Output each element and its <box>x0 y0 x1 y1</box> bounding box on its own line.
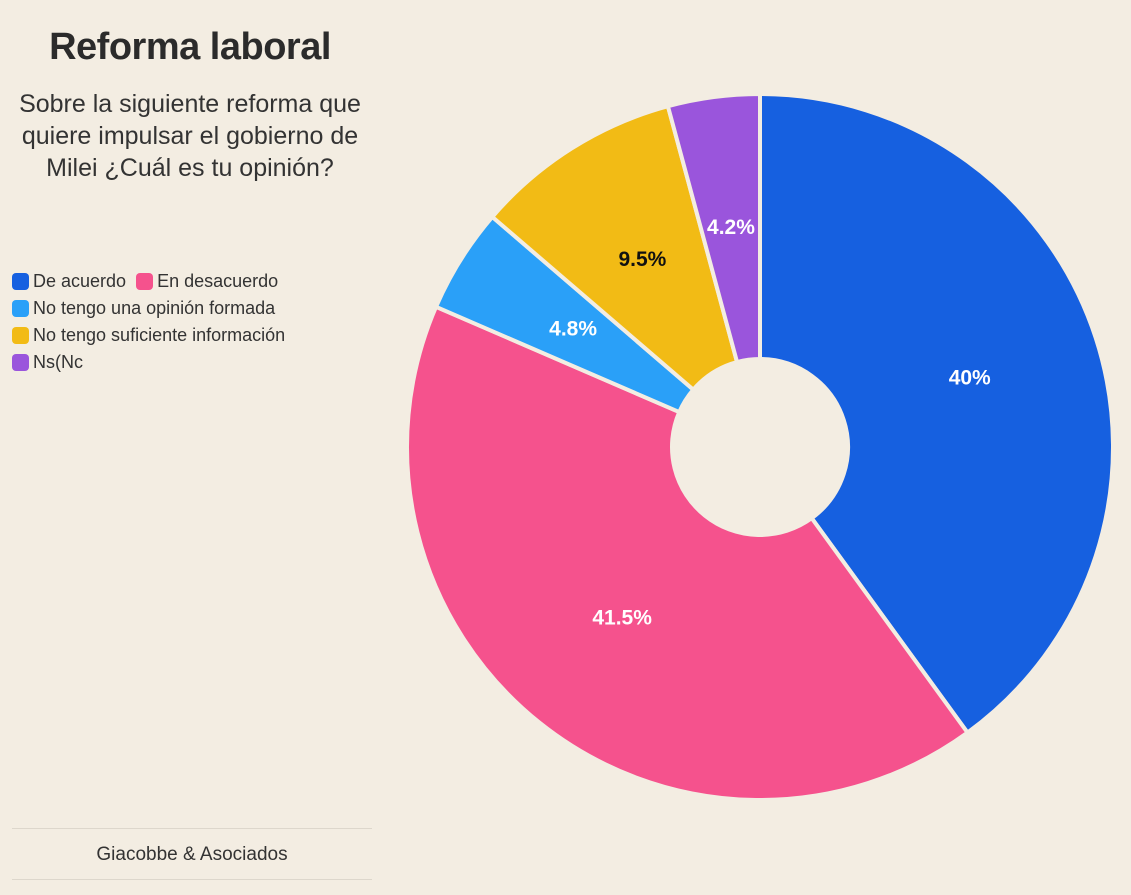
data-label: 40% <box>949 366 991 389</box>
legend-swatch <box>12 327 29 344</box>
legend-swatch <box>12 300 29 317</box>
slice <box>489 103 740 393</box>
legend-label: Ns(Nc <box>33 352 83 372</box>
slice <box>405 304 971 802</box>
data-label: 41.5% <box>592 607 652 630</box>
legend: De acuerdo En desacuerdo No tengo una opin… <box>12 270 362 374</box>
slice <box>758 91 1115 736</box>
legend-label: De acuerdo <box>33 271 127 291</box>
data-label: 9.5% <box>618 248 666 271</box>
legend-label: No tengo una opinión formada <box>33 298 276 318</box>
data-label: 4.8% <box>549 318 597 341</box>
legend-swatch <box>136 273 154 290</box>
legend-swatch <box>12 354 29 371</box>
legend-entry: No tengo suficiente información <box>12 324 285 347</box>
legend-label: En desacuerdo <box>157 271 279 291</box>
legend-swatch <box>12 273 29 290</box>
slice <box>665 91 762 365</box>
source: Giacobbe & Asociados <box>12 828 372 880</box>
chart-subtitle: Sobre la siguiente reforma que quiere im… <box>19 90 361 182</box>
chart-title: Reforma laboral <box>49 26 331 68</box>
legend-entry: No tengo una opinión formada <box>12 297 275 320</box>
legend-entry: En desacuerdo <box>136 270 278 293</box>
legend-entry: De acuerdo <box>12 270 126 293</box>
data-label: 4.2% <box>707 216 755 239</box>
legend-label: No tengo suficiente información <box>33 325 286 345</box>
legend-entry: Ns(Nc <box>12 351 83 374</box>
